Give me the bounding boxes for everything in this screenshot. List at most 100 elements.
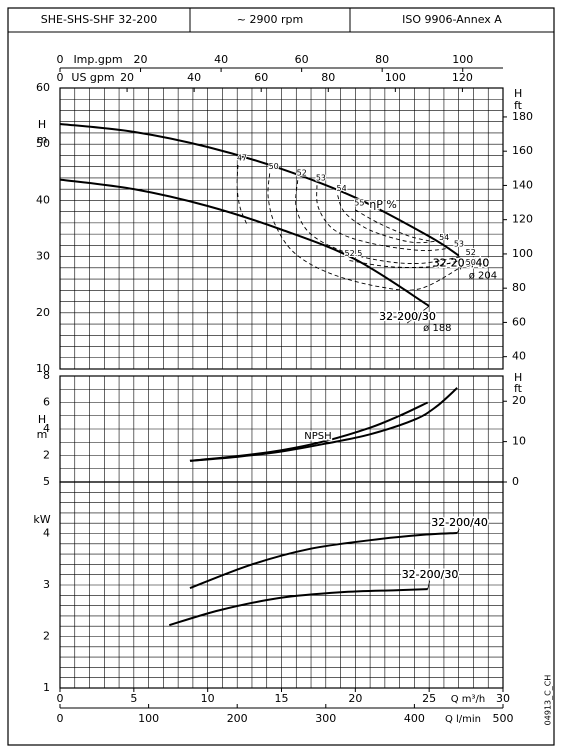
outer-border xyxy=(7,7,555,746)
efficiency-value: 47 xyxy=(237,153,247,162)
efficiency-value: 52 xyxy=(297,169,307,178)
curve-label: 32-200/40 xyxy=(433,256,490,269)
plot-frame xyxy=(59,481,504,689)
curve-label: 32-200/30 xyxy=(379,310,436,323)
efficiency-curve xyxy=(316,185,450,252)
diameter-label: ø 188 xyxy=(423,323,451,334)
imp-gpm-tick-label: 20 xyxy=(134,53,148,66)
y2-label: H xyxy=(514,371,522,384)
y-tick-label: 1 xyxy=(43,681,50,694)
y-tick-label: 5 xyxy=(43,475,50,488)
us-gpm-tick-label: 0 xyxy=(57,71,64,84)
imp-gpm-tick-label: 40 xyxy=(214,53,228,66)
y2-tick-label: 40 xyxy=(512,350,526,363)
efficiency-value: 50 xyxy=(466,258,476,267)
curve xyxy=(59,178,430,307)
y-tick-label: 4 xyxy=(43,527,50,540)
curve xyxy=(59,122,460,257)
y2-tick-label: 140 xyxy=(512,178,533,191)
imp-gpm-tick-label: 0 xyxy=(57,53,64,66)
y2-tick-label: 60 xyxy=(512,315,526,328)
lmin-tick-label: 300 xyxy=(315,712,336,725)
us-gpm-tick-label: 100 xyxy=(385,71,406,84)
header-speed: ~ 2900 rpm xyxy=(237,13,303,26)
efficiency-value: 54 xyxy=(337,184,347,193)
efficiency-curve xyxy=(236,164,248,226)
efficiency-curve xyxy=(337,195,436,244)
y-tick-label: 10 xyxy=(36,362,50,375)
y-tick-label: 8 xyxy=(43,369,50,382)
curve xyxy=(189,387,458,462)
x-tick-label: 0 xyxy=(57,692,64,705)
lmin-tick-label: 0 xyxy=(57,712,64,725)
y-tick-label: 30 xyxy=(36,250,50,263)
leader xyxy=(458,255,462,270)
y2-tick-label: 160 xyxy=(512,144,533,157)
curve-label: 32-200/30 xyxy=(402,568,459,581)
x-tick-label: 10 xyxy=(201,692,215,705)
y-tick-label: 2 xyxy=(43,449,50,462)
imp-gpm-tick-label: 100 xyxy=(452,53,473,66)
curve-label: 32-200/40 xyxy=(431,516,488,529)
y-tick-label: 40 xyxy=(36,193,50,206)
npsh-label: NPSH xyxy=(304,431,331,442)
curve-label: 32-200/30 xyxy=(402,568,459,581)
y2-tick-label: 80 xyxy=(512,281,526,294)
y-tick-label: 50 xyxy=(36,137,50,150)
plot-frame xyxy=(59,87,504,370)
efficiency-value: 50 xyxy=(269,162,279,171)
curve-label: 32-200/40 xyxy=(433,256,490,269)
efficiency-value: 54 xyxy=(439,233,449,242)
efficiency-value: 53 xyxy=(454,240,464,249)
lmin-tick-label: 100 xyxy=(138,712,159,725)
y-tick-label: 4 xyxy=(43,422,50,435)
us-gpm-tick-label: 20 xyxy=(120,71,134,84)
y2-tick-label: 120 xyxy=(512,213,533,226)
y-label: H xyxy=(38,118,46,131)
x-label: Q m³/h xyxy=(451,694,486,705)
header-model: SHE-SHS-SHF 32-200 xyxy=(41,13,157,26)
lmin-tick-label: 400 xyxy=(404,712,425,725)
x-tick-label: 5 xyxy=(130,692,137,705)
y-tick-label: 60 xyxy=(36,81,50,94)
efficiency-curve xyxy=(349,260,461,268)
y-label: H xyxy=(38,413,46,426)
us-gpm-tick-label: 120 xyxy=(452,71,473,84)
us-gpm-tick-label: 80 xyxy=(321,71,335,84)
efficiency-curve xyxy=(267,173,462,291)
curve xyxy=(189,531,458,590)
y-label: kW xyxy=(33,513,50,526)
header-standard: ISO 9906-Annex A xyxy=(402,13,502,26)
y-tick-label: 2 xyxy=(43,630,50,643)
leader xyxy=(406,305,430,324)
y2-unit: ft xyxy=(514,382,523,395)
y-tick-label: 3 xyxy=(43,578,50,591)
curve-label: 32-200/40 xyxy=(431,516,488,529)
imp-gpm-tick-label: 80 xyxy=(375,53,389,66)
leader xyxy=(456,528,460,534)
us-gpm-tick-label: 40 xyxy=(187,71,201,84)
y2-tick-label: 20 xyxy=(512,394,526,407)
y2-tick-label: 180 xyxy=(512,110,533,123)
x-tick-label: 25 xyxy=(422,692,436,705)
diameter-label: ø 204 xyxy=(469,270,497,281)
y2-tick-label: 10 xyxy=(512,435,526,448)
curve xyxy=(189,401,429,462)
y2-unit: ft xyxy=(514,99,523,112)
efficiency-value: 55 xyxy=(354,198,364,207)
efficiency-label: ηP % xyxy=(369,198,397,211)
efficiency-curve xyxy=(295,180,462,264)
imp-gpm-tick-label: 60 xyxy=(295,53,309,66)
y-tick-label: 20 xyxy=(36,306,50,319)
lmin-tick-label: 200 xyxy=(227,712,248,725)
y-unit: m xyxy=(37,133,48,146)
x-tick-label: 30 xyxy=(496,692,510,705)
y-tick-label: 6 xyxy=(43,396,50,409)
y2-tick-label: 100 xyxy=(512,247,533,260)
x-tick-label: 15 xyxy=(275,692,289,705)
us-gpm-tick-label: 60 xyxy=(254,71,268,84)
y-unit: m xyxy=(37,428,48,441)
efficiency-curve xyxy=(355,209,433,242)
leader xyxy=(427,581,431,590)
